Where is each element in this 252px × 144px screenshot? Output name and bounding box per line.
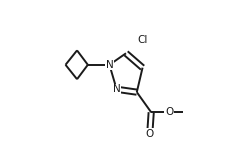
Text: O: O bbox=[146, 129, 154, 139]
Text: N: N bbox=[106, 60, 113, 70]
Text: Cl: Cl bbox=[137, 35, 148, 45]
Text: O: O bbox=[165, 107, 173, 117]
Text: N: N bbox=[113, 84, 120, 94]
